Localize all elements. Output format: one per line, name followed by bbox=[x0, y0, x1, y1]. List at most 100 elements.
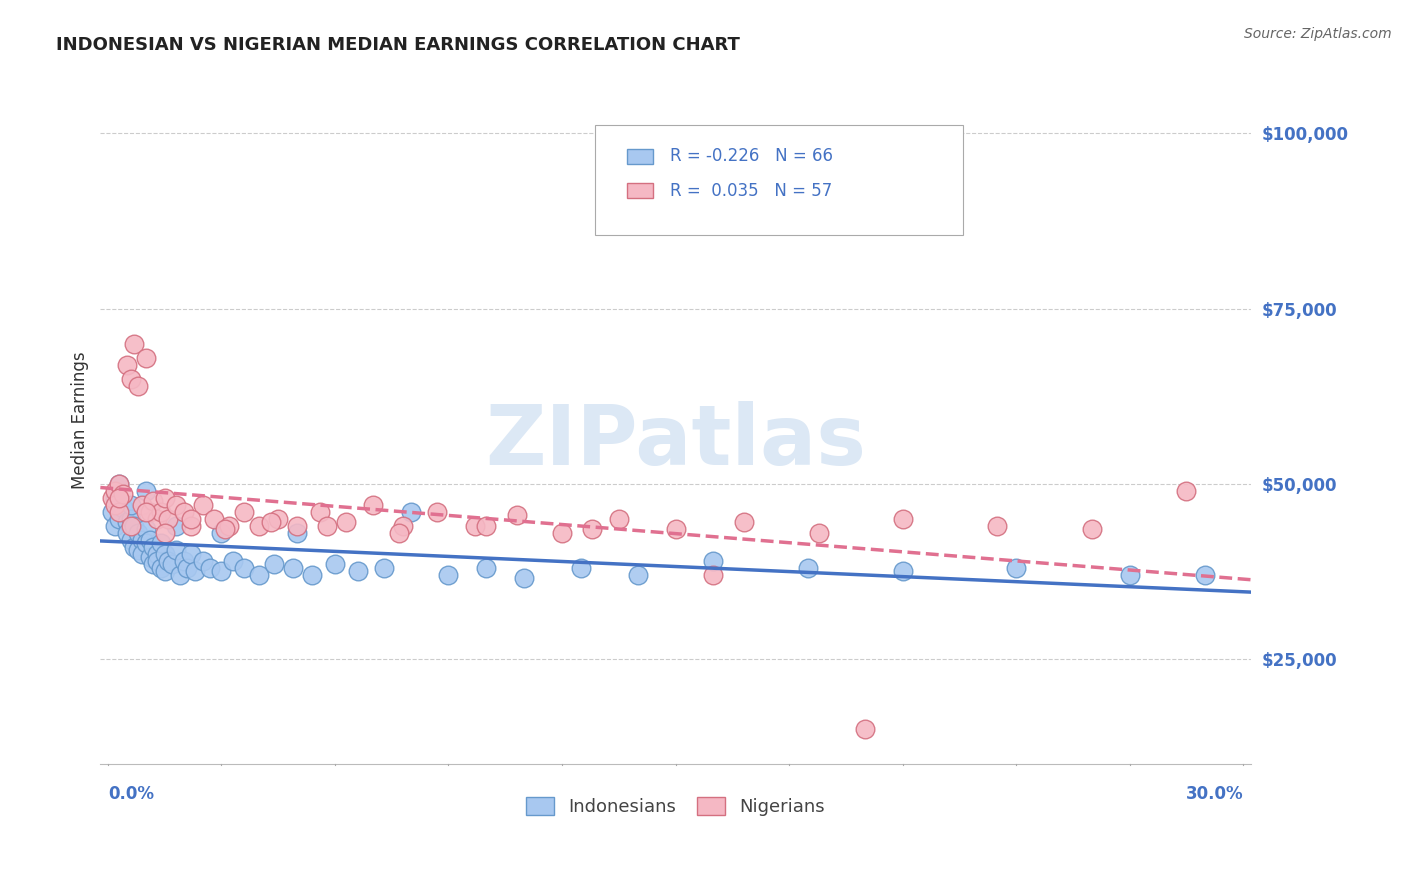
Point bbox=[285, 525, 308, 540]
Point bbox=[316, 518, 339, 533]
Point bbox=[124, 336, 146, 351]
Point bbox=[120, 518, 142, 533]
Point bbox=[218, 518, 240, 533]
Point bbox=[153, 525, 176, 540]
Point bbox=[986, 518, 1008, 533]
Point bbox=[323, 558, 346, 572]
Point bbox=[202, 511, 225, 525]
Text: 30.0%: 30.0% bbox=[1185, 785, 1243, 803]
Y-axis label: Median Earnings: Median Earnings bbox=[72, 351, 89, 490]
Point bbox=[131, 547, 153, 561]
Point bbox=[437, 567, 460, 582]
Point bbox=[149, 560, 172, 574]
Point bbox=[581, 522, 603, 536]
Point bbox=[120, 511, 142, 525]
Point bbox=[505, 508, 527, 523]
Point bbox=[627, 567, 650, 582]
Point bbox=[180, 547, 202, 561]
Point bbox=[142, 494, 165, 508]
Point bbox=[108, 476, 131, 491]
FancyBboxPatch shape bbox=[627, 149, 652, 164]
Point bbox=[180, 511, 202, 525]
Point bbox=[797, 560, 820, 574]
FancyBboxPatch shape bbox=[595, 126, 963, 235]
Point bbox=[112, 501, 135, 516]
Point bbox=[176, 560, 198, 574]
Point bbox=[198, 560, 221, 574]
Point bbox=[127, 378, 149, 392]
Point bbox=[120, 533, 142, 547]
Point bbox=[138, 533, 160, 547]
Point bbox=[120, 498, 142, 512]
Point bbox=[267, 511, 290, 525]
Text: 0.0%: 0.0% bbox=[108, 785, 153, 803]
Point bbox=[157, 554, 180, 568]
Point bbox=[142, 558, 165, 572]
Point bbox=[165, 518, 187, 533]
Point bbox=[664, 522, 686, 536]
Point bbox=[115, 358, 138, 372]
Text: Source: ZipAtlas.com: Source: ZipAtlas.com bbox=[1244, 27, 1392, 41]
Point bbox=[146, 554, 169, 568]
Legend: Indonesians, Nigerians: Indonesians, Nigerians bbox=[519, 789, 832, 823]
Point bbox=[149, 536, 172, 550]
Point bbox=[464, 518, 486, 533]
Point bbox=[399, 505, 422, 519]
Point bbox=[373, 560, 395, 574]
Point bbox=[308, 505, 330, 519]
Point bbox=[135, 483, 157, 498]
Point bbox=[702, 554, 724, 568]
Point bbox=[214, 522, 236, 536]
Point bbox=[346, 564, 368, 578]
Point bbox=[135, 505, 157, 519]
Point bbox=[157, 511, 180, 525]
Point bbox=[388, 525, 411, 540]
Point bbox=[135, 536, 157, 550]
Point bbox=[426, 505, 449, 519]
Point bbox=[108, 505, 131, 519]
Point bbox=[142, 540, 165, 554]
Point bbox=[233, 560, 256, 574]
Point bbox=[131, 533, 153, 547]
Point bbox=[153, 491, 176, 505]
Point bbox=[247, 518, 270, 533]
Point bbox=[115, 515, 138, 529]
Point bbox=[104, 498, 127, 512]
Point bbox=[475, 560, 498, 574]
Point bbox=[891, 511, 914, 525]
Point bbox=[149, 505, 172, 519]
Point bbox=[173, 505, 195, 519]
Point bbox=[392, 518, 415, 533]
Point bbox=[513, 571, 536, 585]
Point bbox=[551, 525, 574, 540]
Point bbox=[115, 525, 138, 540]
Point bbox=[131, 498, 153, 512]
Point bbox=[361, 498, 384, 512]
Point bbox=[808, 525, 831, 540]
Point bbox=[100, 505, 122, 519]
Point bbox=[209, 564, 232, 578]
Point bbox=[733, 515, 755, 529]
Point bbox=[301, 567, 323, 582]
Point bbox=[127, 525, 149, 540]
Point bbox=[607, 511, 630, 525]
Point bbox=[191, 498, 214, 512]
Point bbox=[104, 518, 127, 533]
Point bbox=[153, 564, 176, 578]
Text: INDONESIAN VS NIGERIAN MEDIAN EARNINGS CORRELATION CHART: INDONESIAN VS NIGERIAN MEDIAN EARNINGS C… bbox=[56, 36, 740, 54]
Point bbox=[569, 560, 592, 574]
Point bbox=[153, 547, 176, 561]
Point bbox=[108, 476, 131, 491]
Point bbox=[124, 540, 146, 554]
Point bbox=[191, 554, 214, 568]
Point bbox=[165, 543, 187, 558]
Point bbox=[169, 567, 191, 582]
Point bbox=[263, 558, 285, 572]
Point bbox=[209, 525, 232, 540]
Point bbox=[285, 518, 308, 533]
Point bbox=[162, 558, 184, 572]
Point bbox=[891, 564, 914, 578]
Point bbox=[283, 560, 305, 574]
Point bbox=[1005, 560, 1028, 574]
Point bbox=[108, 491, 131, 505]
